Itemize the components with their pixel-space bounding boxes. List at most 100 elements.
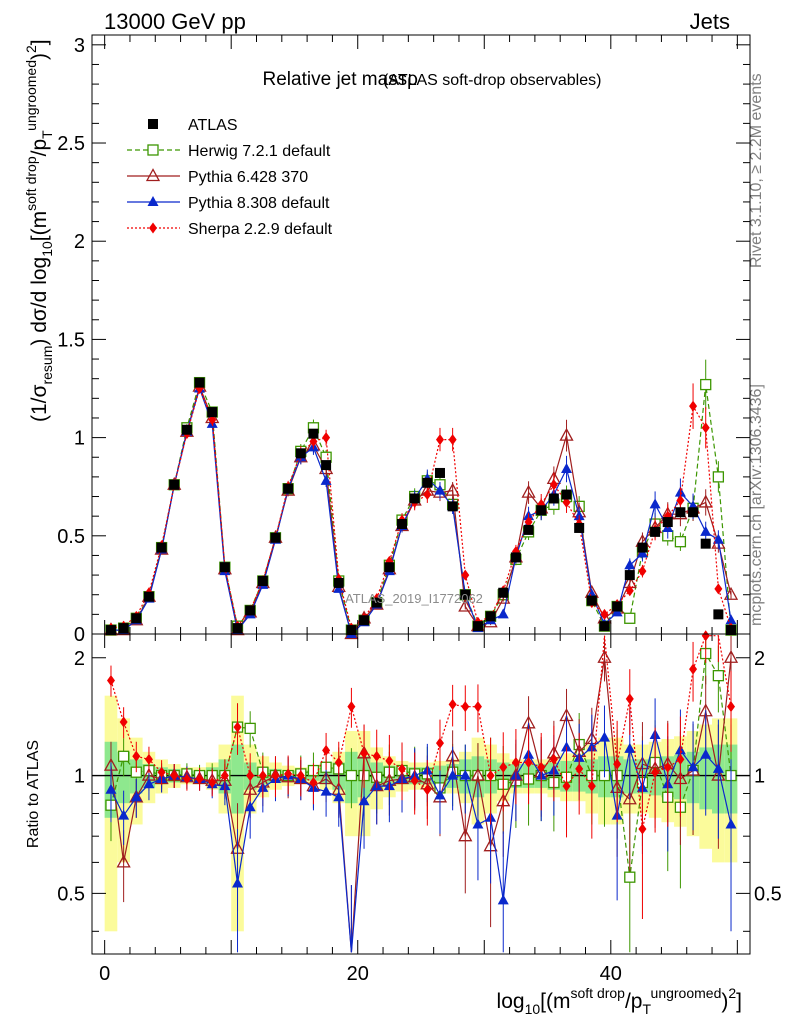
data-point: [700, 525, 712, 536]
data-point: [232, 623, 243, 634]
ratio-y-tick-label: 1: [74, 766, 85, 788]
legend-label: Herwig 7.2.1 default: [188, 143, 331, 160]
ratio-point: [622, 791, 637, 805]
ratio-point: [499, 761, 508, 773]
ratio-point: [562, 780, 571, 792]
ratio-point: [458, 828, 473, 842]
ratio-y-tick-label-right: 0.5: [754, 883, 782, 905]
series-atlas: [105, 377, 737, 636]
ratio-point: [687, 761, 699, 772]
ratio-point: [701, 630, 710, 642]
data-point: [573, 510, 585, 521]
data-point: [322, 432, 331, 444]
data-point: [156, 542, 167, 553]
main-axes: 0 0.5 1 1.5 2 2.5 3: [57, 35, 750, 646]
data-point: [536, 505, 547, 516]
data-point: [523, 524, 534, 535]
data-point: [333, 577, 344, 588]
ratio-point: [435, 737, 444, 749]
legend-marker: [147, 196, 159, 206]
ratio-point: [117, 750, 130, 762]
ratio-point: [712, 762, 724, 773]
data-point: [447, 501, 458, 512]
ratio-series-sherpa-2-2-9-default: [106, 630, 736, 920]
ratio-point: [727, 701, 736, 713]
ratio-point: [143, 778, 155, 789]
header-right: Jets: [690, 9, 730, 34]
mcplots-credit-label: mcplots.cern.ch [arXiv:1306.3436]: [748, 384, 765, 626]
data-point: [208, 414, 217, 426]
data-point: [270, 532, 281, 543]
ratio-point: [385, 755, 394, 767]
data-point: [600, 608, 609, 620]
ratio-point: [651, 766, 660, 778]
data-point: [612, 601, 623, 612]
legend-entry: Pythia 8.308 default: [127, 195, 330, 212]
ratio-point: [575, 763, 584, 775]
ratio-point: [345, 769, 358, 782]
legend-label: ATLAS: [188, 117, 238, 134]
data-point: [434, 467, 445, 478]
data-point: [497, 608, 509, 619]
data-point: [295, 448, 306, 459]
y-tick-label: 1.5: [57, 329, 85, 351]
data-point: [701, 422, 710, 434]
data-point: [143, 591, 154, 602]
y-tick-label: 1: [74, 428, 85, 450]
band-inner-segment: [231, 744, 244, 814]
x-axis-label: log10[(msoft drop/pTungroomed)2]: [497, 985, 742, 1017]
y-tick-label: 0: [74, 624, 85, 646]
data-point: [435, 434, 444, 446]
ratio-y-tick-label: 0.5: [57, 883, 85, 905]
ratio-point: [598, 731, 610, 742]
data-point: [510, 552, 521, 563]
ratio-y-tick-label-right: 2: [754, 648, 765, 670]
ratio-point: [244, 801, 256, 812]
ratio-point: [284, 768, 293, 780]
data-point: [346, 625, 357, 636]
data-point: [409, 493, 420, 504]
data-point: [461, 569, 470, 581]
data-point: [559, 427, 574, 441]
data-point: [674, 536, 687, 548]
ratio-point: [195, 773, 204, 785]
x-tick-label: 0: [99, 963, 110, 985]
data-point: [725, 614, 737, 625]
ratio-point: [106, 674, 115, 686]
ratio-point: [157, 766, 166, 778]
ratio-point: [182, 773, 191, 785]
data-point: [371, 597, 382, 608]
ratio-point: [130, 791, 142, 802]
ratio-point: [561, 741, 573, 752]
data-point: [713, 609, 724, 620]
ratio-point: [663, 761, 672, 773]
legend-label: Pythia 6.428 370: [188, 169, 308, 186]
data-point: [448, 434, 457, 446]
data-point: [650, 526, 661, 537]
ratio-point: [676, 753, 685, 765]
ratio-point: [597, 649, 612, 663]
ratio-point: [372, 750, 381, 762]
ratio-point: [423, 784, 432, 796]
data-point: [714, 583, 723, 595]
ratio-y-tick-label-right: 1: [754, 766, 765, 788]
legend-entry: Herwig 7.2.1 default: [127, 143, 331, 160]
ratio-point: [723, 649, 739, 663]
data-point: [105, 625, 116, 636]
ratio-point: [613, 758, 622, 770]
ratio-point: [473, 701, 482, 713]
data-point: [521, 484, 536, 498]
legend-marker: [149, 222, 157, 234]
x-tick-label: 20: [347, 963, 369, 985]
data-point: [637, 542, 648, 553]
data-point: [309, 436, 318, 448]
ratio-point: [144, 753, 153, 765]
data-point: [131, 613, 142, 624]
data-point: [649, 498, 661, 509]
ratio-line-herwig-7-2-1-default: [110, 651, 732, 878]
data-point: [194, 377, 205, 388]
analysis-watermark: ATLAS_2019_I1772062: [345, 591, 483, 606]
ratio-point: [358, 795, 370, 806]
